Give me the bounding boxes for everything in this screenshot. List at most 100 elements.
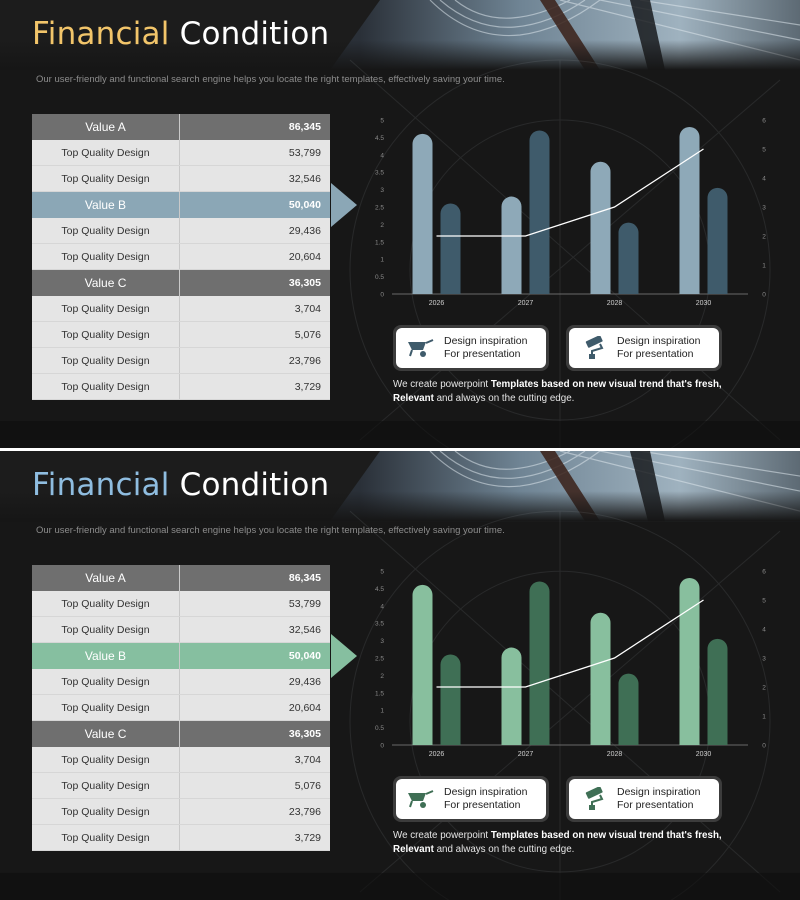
row-label: Top Quality Design	[32, 218, 180, 243]
y-tick-label: 3	[380, 187, 384, 194]
subtitle: Our user-friendly and functional search …	[36, 74, 505, 85]
y-tick-label: 4	[380, 603, 384, 610]
title-word: Condition	[179, 16, 330, 52]
row-value: 20,604	[288, 250, 321, 263]
design-card-2[interactable]: Design inspiration For presentation	[566, 325, 722, 371]
y2-tick-label: 6	[762, 118, 766, 125]
bar-series2-base	[707, 284, 728, 294]
bar-series1	[590, 161, 611, 294]
row-value: 32,546	[288, 623, 321, 636]
y-tick-label: 1.5	[375, 690, 384, 697]
row-label: Top Quality Design	[32, 669, 180, 694]
y2-tick-label: 5	[762, 598, 766, 605]
table-row: Top Quality Design 3,729	[32, 374, 330, 400]
arrow-right-icon	[331, 634, 357, 678]
row-value: 3,729	[294, 831, 321, 844]
bar-series2-base	[440, 284, 461, 294]
description-text: We create powerpoint Templates based on …	[393, 830, 722, 855]
bar-series2-base	[618, 284, 639, 294]
y2-tick-label: 2	[762, 685, 766, 692]
bar-series2-base	[618, 735, 639, 745]
table-row: Top Quality Design 3,704	[32, 296, 330, 322]
y-tick-label: 3.5	[375, 621, 384, 628]
bar-series1	[679, 577, 700, 745]
line-series	[436, 148, 704, 237]
y2-tick-label: 6	[762, 569, 766, 576]
bar-series1	[590, 612, 611, 745]
bar-series2-base	[529, 284, 550, 294]
bar-series2	[707, 187, 728, 294]
design-card-2[interactable]: Design inspiration For presentation	[566, 776, 722, 822]
bar-series1-base	[679, 284, 700, 294]
slide-1: Financial Condition Our user-friendly an…	[0, 0, 800, 448]
x-tick-label: 2028	[607, 300, 623, 307]
design-card-1[interactable]: Design inspiration For presentation	[393, 325, 549, 371]
card-subtitle: For presentation	[617, 799, 694, 811]
bar-series2-base	[707, 735, 728, 745]
row-label: Top Quality Design	[32, 374, 180, 399]
row-label: Top Quality Design	[32, 296, 180, 321]
bar-series1-base	[590, 735, 611, 745]
row-label: Top Quality Design	[32, 617, 180, 642]
y2-tick-label: 2	[762, 234, 766, 241]
y-tick-label: 3.5	[375, 170, 384, 177]
bar-series2	[440, 654, 461, 745]
combo-chart: 0 0.5 1 1.5 2 2.5 3 3.5 4 4.5 5 0 1 2 3 4 5 6 2026 2027 2028…	[375, 118, 766, 308]
values-table: Value A 86,345 Top Quality Design 53,799 Top…	[32, 565, 330, 851]
row-value: 5,076	[294, 328, 321, 341]
table-row: Top Quality Design 23,796	[32, 799, 330, 825]
y2-tick-label: 3	[762, 656, 766, 663]
row-value: 50,040	[288, 199, 321, 211]
y-tick-label: 4.5	[375, 135, 384, 142]
y-tick-label: 0	[380, 292, 384, 299]
table-group-row: Value A 86,345	[32, 565, 330, 591]
y-tick-label: 0.5	[375, 274, 384, 281]
page-title: Financial Condition	[32, 16, 329, 52]
row-label: Top Quality Design	[32, 747, 180, 772]
y-tick-label: 5	[380, 569, 384, 576]
slide-2: Financial Condition Our user-friendly an…	[0, 451, 800, 900]
bar-series2	[529, 130, 550, 294]
table-row: Top Quality Design 53,799	[32, 591, 330, 617]
line-series	[436, 599, 704, 688]
design-card-1[interactable]: Design inspiration For presentation	[393, 776, 549, 822]
row-label: Top Quality Design	[32, 322, 180, 347]
x-tick-label: 2028	[607, 751, 623, 758]
row-value: 36,305	[288, 277, 321, 289]
y-tick-label: 1	[380, 708, 384, 715]
y-tick-label: 0	[380, 743, 384, 750]
row-label: Top Quality Design	[32, 799, 180, 824]
row-label: Value B	[32, 192, 180, 218]
row-label: Top Quality Design	[32, 825, 180, 850]
y-tick-label: 2.5	[375, 205, 384, 212]
row-value: 50,040	[288, 650, 321, 662]
y2-tick-label: 3	[762, 205, 766, 212]
table-row: Top Quality Design 3,704	[32, 747, 330, 773]
y-tick-label: 1.5	[375, 239, 384, 246]
y2-tick-label: 4	[762, 627, 766, 634]
row-label: Top Quality Design	[32, 773, 180, 798]
y2-tick-label: 4	[762, 176, 766, 183]
table-row: Top Quality Design 3,729	[32, 825, 330, 851]
title-accent-word: Financial	[32, 16, 170, 52]
arrow-right-icon	[331, 183, 357, 227]
row-label: Top Quality Design	[32, 244, 180, 269]
card-title: Design inspiration	[617, 335, 701, 347]
page-title: Financial Condition	[32, 467, 329, 503]
x-tick-label: 2030	[696, 300, 712, 307]
row-label: Top Quality Design	[32, 166, 180, 191]
table-row: Top Quality Design 29,436	[32, 218, 330, 244]
y-tick-label: 3	[380, 638, 384, 645]
row-label: Top Quality Design	[32, 140, 180, 165]
table-group-row: Value C 36,305	[32, 721, 330, 747]
row-value: 36,305	[288, 728, 321, 740]
y2-tick-label: 1	[762, 263, 766, 270]
bar-series1-base	[412, 735, 433, 745]
row-value: 86,345	[288, 572, 321, 584]
wheelbarrow-icon	[396, 779, 444, 819]
row-label: Top Quality Design	[32, 348, 180, 373]
bar-series1	[501, 196, 522, 294]
row-value: 3,704	[294, 302, 321, 315]
table-row: Top Quality Design 29,436	[32, 669, 330, 695]
table-row: Top Quality Design 20,604	[32, 695, 330, 721]
